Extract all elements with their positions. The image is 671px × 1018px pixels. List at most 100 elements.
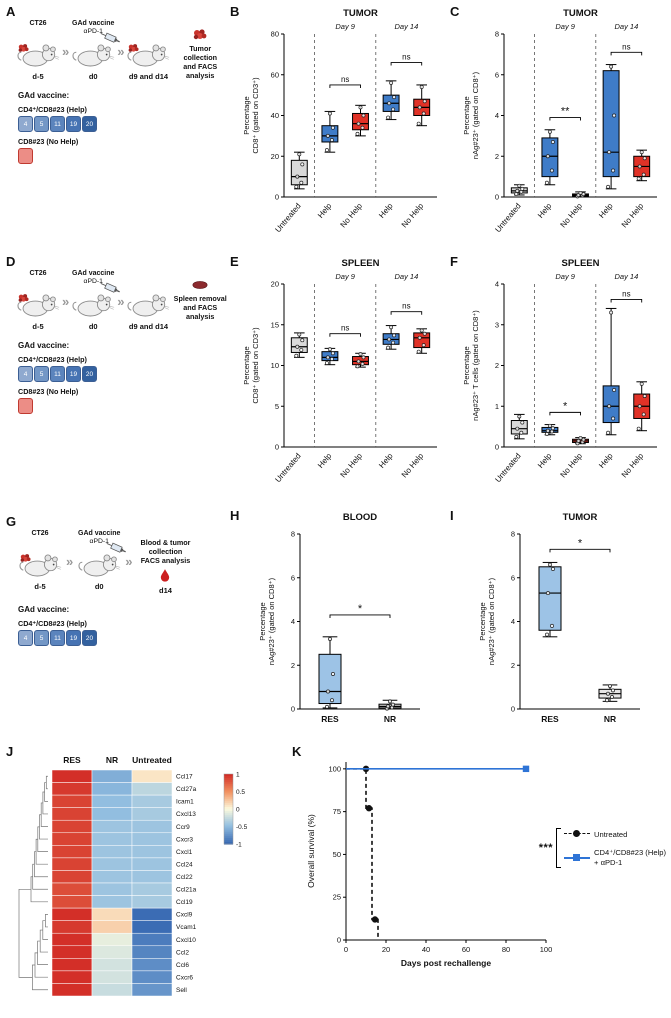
tumor-cd8-boxplot: TUMOR 0 20 40 60 80 Percentage CD8⁺ (gated on C… (240, 4, 445, 249)
timeline-step-vaccination: GAd vaccine αPD-1 d0 (71, 270, 115, 331)
svg-text:Cxcr3: Cxcr3 (176, 836, 193, 843)
epitope-box: 11 (50, 116, 65, 132)
svg-text:4: 4 (511, 617, 515, 626)
svg-text:Cxcr6: Cxcr6 (176, 974, 193, 981)
svg-text:25: 25 (333, 893, 341, 902)
legend-label: CD4⁺/CD8#23 (Help) + αPD-1 (594, 848, 666, 867)
svg-text:Cxcl10: Cxcl10 (176, 937, 196, 944)
svg-text:No Help: No Help (620, 451, 646, 479)
svg-text:Cxcl13: Cxcl13 (176, 811, 196, 818)
svg-text:Sell: Sell (176, 987, 187, 994)
panel-i: I TUMOR 0 2 4 6 8 Percentage nAg#23⁺ (gated on … (450, 508, 668, 748)
svg-text:0: 0 (275, 443, 279, 452)
svg-text:Day 9: Day 9 (335, 272, 355, 281)
svg-text:-0.5: -0.5 (236, 824, 248, 831)
svg-text:0: 0 (511, 705, 515, 714)
timeline-step-tumor-injection: CT26 d-5 (16, 20, 60, 81)
svg-text:Cxcl9: Cxcl9 (176, 912, 193, 919)
svg-text:**: ** (561, 106, 570, 118)
outcome-text: Blood & tumor collection FACS analysis (140, 538, 191, 565)
svg-text:2: 2 (495, 361, 499, 370)
panel-letter: G (6, 514, 17, 529)
svg-text:Vcam1: Vcam1 (176, 924, 197, 931)
svg-text:Ccl2: Ccl2 (176, 949, 189, 956)
timepoint-label: d14 (159, 586, 172, 595)
svg-text:nAg#23⁺ (gated on CD8⁺): nAg#23⁺ (gated on CD8⁺) (471, 71, 480, 159)
svg-text:BLOOD: BLOOD (343, 512, 377, 523)
cell-line-label: CT26 (29, 270, 47, 277)
legend-item-treated: CD4⁺/CD8#23 (Help) + αPD-1 (564, 848, 666, 867)
dashed-line-circle-icon (564, 829, 591, 839)
panel-letter: A (6, 4, 16, 19)
tumor-icon (19, 553, 32, 564)
arrow-icon: » (117, 44, 125, 59)
svg-text:Day 9: Day 9 (555, 272, 575, 281)
svg-text:Help: Help (536, 451, 554, 470)
svg-text:Ccl6: Ccl6 (176, 962, 189, 969)
svg-text:ns: ns (402, 302, 410, 311)
tumor-icon (17, 43, 30, 54)
svg-text:100: 100 (328, 764, 341, 773)
svg-text:Day 14: Day 14 (395, 272, 419, 281)
legend-item-untreated: Untreated (564, 829, 666, 839)
panel-j: J RES NR Untreated Ccl17 Ccl27a Icam1 Cxcl13 Cc… (6, 744, 298, 1014)
svg-text:No Help: No Help (559, 201, 585, 229)
svg-text:*: * (358, 603, 363, 615)
survival-curve: 0 25 50 75 100 0 20 40 60 80 100 Overall survival (… (300, 750, 671, 982)
svg-text:60: 60 (462, 945, 470, 954)
svg-text:RES: RES (541, 714, 559, 724)
timepoint-label: d0 (88, 72, 98, 81)
svg-text:2: 2 (495, 152, 499, 161)
svg-text:6: 6 (291, 573, 295, 582)
survival-legend: *** Untreated CD4⁺/CD8#23 (Help) + αPD-1 (539, 828, 666, 868)
svg-text:8: 8 (511, 530, 515, 539)
timeline-step-analysis: d9 and d14 (126, 20, 170, 81)
panel-b: B TUMOR 0 20 40 60 80 Percentage CD8⁺ (gated on… (230, 4, 446, 252)
svg-text:No Help: No Help (400, 201, 426, 229)
svg-text:Help: Help (536, 201, 554, 220)
nohelp-construct-label: CD8#23 (No Help) (18, 387, 79, 396)
svg-text:-1: -1 (236, 841, 242, 848)
svg-text:ns: ns (622, 289, 630, 298)
svg-text:Percentage: Percentage (242, 96, 251, 134)
panel-letter: C (450, 4, 460, 19)
boxplot-svg-C: TUMOR 0 2 4 6 8 Percentage nAg#23⁺ (gated on CD… (462, 8, 657, 234)
panel-c: C TUMOR 0 2 4 6 8 Percentage nAg#23⁺ (gated on … (450, 4, 668, 252)
spleen-cd8-boxplot: SPLEEN 0 5 10 15 20 Percentage CD8⁺ (gated on C… (240, 254, 445, 499)
panel-k: K 0 25 50 75 100 0 20 40 60 80 100 Overall survival… (292, 744, 668, 994)
epitope-box: 11 (50, 366, 65, 382)
tumor-nag23-boxplot: TUMOR 0 2 4 6 8 Percentage nAg#23⁺ (gated on CD… (460, 4, 665, 249)
tumor-icon (17, 293, 30, 304)
vaccine-legend: GAd vaccine: CD4⁺/CD8#23 (Help) 4 5 11 19 20 (18, 605, 228, 646)
svg-text:Untreated: Untreated (273, 452, 302, 485)
svg-text:CD8⁺ (gated on CD3⁺): CD8⁺ (gated on CD3⁺) (251, 77, 260, 154)
svg-text:4: 4 (495, 280, 499, 289)
svg-text:0: 0 (344, 945, 348, 954)
svg-text:Help: Help (316, 451, 334, 470)
svg-text:Help: Help (316, 201, 334, 220)
svg-text:Help: Help (597, 201, 615, 220)
timepoint-label: d0 (88, 322, 98, 331)
svg-text:4: 4 (291, 617, 295, 626)
svg-text:TUMOR: TUMOR (563, 8, 598, 19)
epitope-box: 4 (18, 116, 33, 132)
svg-text:20: 20 (271, 280, 279, 289)
svg-text:0: 0 (495, 443, 499, 452)
arrow-icon: » (125, 554, 133, 569)
significance-label: *** (538, 842, 554, 854)
svg-text:6: 6 (495, 70, 499, 79)
panel-letter: E (230, 254, 239, 269)
boxplot-svg-I: TUMOR 0 2 4 6 8 Percentage nAg#23⁺ (gated on CD… (478, 512, 640, 724)
outcome-text: Tumor collection and FACS analysis (183, 44, 218, 80)
help-construct-label: CD4⁺/CD8#23 (Help) (18, 105, 87, 114)
svg-text:8: 8 (291, 530, 295, 539)
arrow-icon: » (62, 44, 70, 59)
svg-text:No Help: No Help (339, 201, 365, 229)
blood-nag23-boxplot: BLOOD 0 2 4 6 8 Percentage nAg#23⁺ (gated on CD… (256, 508, 428, 743)
arrow-icon: » (66, 554, 74, 569)
svg-text:ns: ns (622, 42, 630, 51)
svg-text:0: 0 (337, 936, 341, 945)
apd1-label: αPD-1 (83, 28, 103, 36)
vaccine-label: GAd vaccine (72, 20, 115, 27)
